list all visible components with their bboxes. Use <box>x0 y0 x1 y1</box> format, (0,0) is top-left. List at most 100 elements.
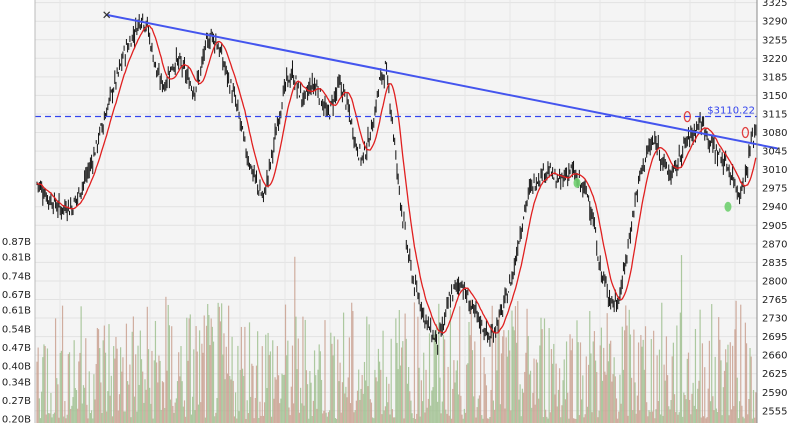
volume-bar <box>435 323 438 423</box>
volume-bar <box>420 380 422 423</box>
volume-bar <box>536 362 539 423</box>
volume-bar <box>37 347 39 423</box>
volume-bar <box>503 330 505 423</box>
volume-bar <box>52 414 54 423</box>
volume-bar <box>411 413 413 423</box>
volume-bar <box>352 311 354 423</box>
volume-bar <box>48 413 50 423</box>
volume-bar <box>228 305 230 423</box>
volume-bar <box>498 311 500 423</box>
volume-bar <box>289 415 291 423</box>
volume-bar <box>629 334 632 423</box>
volume-bar <box>355 400 357 423</box>
volume-bar <box>466 364 468 423</box>
volume-bar <box>642 339 644 423</box>
volume-bar <box>347 377 349 423</box>
volume-bar <box>608 343 611 423</box>
volume-bar <box>82 385 85 423</box>
volume-bar <box>101 412 103 423</box>
volume-bar <box>180 346 182 423</box>
volume-bar <box>568 418 570 423</box>
volume-bar <box>425 369 427 423</box>
volume-bar <box>569 334 571 423</box>
price-tick-label: 2555 <box>762 406 787 417</box>
volume-bar <box>189 314 191 423</box>
volume-bar <box>215 412 217 423</box>
sell-signal-marker <box>683 110 691 123</box>
volume-bar <box>71 405 73 423</box>
volume-bar <box>109 395 111 423</box>
volume-bar <box>473 396 475 423</box>
volume-bar <box>556 406 558 423</box>
volume-bar <box>65 418 67 423</box>
volume-bar <box>434 332 436 423</box>
volume-bar <box>582 375 584 423</box>
volume-bar <box>449 309 452 423</box>
volume-bar <box>445 409 447 423</box>
volume-bar <box>419 416 421 423</box>
volume-bar <box>664 380 666 423</box>
volume-bar <box>346 397 348 423</box>
volume-bar <box>60 350 62 423</box>
moving-average-path <box>36 25 757 334</box>
volume-bar <box>689 399 691 423</box>
volume-bar <box>438 303 440 423</box>
volume-bar <box>614 376 616 423</box>
volume-bar <box>555 363 557 423</box>
volume-bar <box>588 364 590 423</box>
volume-bar <box>273 398 275 423</box>
volume-bar <box>702 416 705 423</box>
volume-bar <box>426 407 428 423</box>
volume-bar <box>200 402 202 423</box>
volume-bar <box>72 397 74 423</box>
volume-bar <box>715 408 717 423</box>
volume-bar <box>188 318 190 423</box>
volume-bar <box>402 341 404 423</box>
volume-bar <box>475 417 477 423</box>
volume-bar <box>342 312 345 423</box>
volume-bar <box>677 414 679 423</box>
volume-bar <box>408 366 410 423</box>
volume-bar <box>583 417 585 423</box>
volume-bar <box>311 416 313 423</box>
volume-bar <box>535 359 537 423</box>
volume-bar <box>562 380 564 423</box>
volume-bar <box>552 363 554 423</box>
volume-bar <box>64 401 66 423</box>
volume-bar <box>403 418 405 423</box>
volume-bar <box>599 345 601 423</box>
volume-bar <box>132 316 134 423</box>
price-tick-label: 3010 <box>762 165 787 176</box>
volume-bar <box>169 399 172 423</box>
volume-bar <box>632 410 634 423</box>
volume-bar <box>557 389 560 423</box>
volume-bar <box>61 305 64 423</box>
volume-bar <box>558 368 561 423</box>
volume-bar <box>704 367 706 423</box>
volume-bar <box>646 402 648 423</box>
volume-bar <box>661 302 663 423</box>
volume-bar <box>491 305 493 423</box>
volume-bar <box>553 343 555 423</box>
buy-signal-marker <box>724 201 732 212</box>
volume-bar <box>633 329 635 423</box>
volume-bar <box>366 316 368 423</box>
volume-bar <box>414 418 417 423</box>
volume-bar <box>653 330 655 423</box>
volume-bar <box>202 352 204 423</box>
volume-bar <box>331 343 333 423</box>
volume-bar <box>255 365 258 423</box>
volume-bar <box>748 399 750 423</box>
volume-bar <box>361 374 363 423</box>
volume-bar <box>226 373 229 423</box>
volume-tick-label: 0.74B <box>2 271 31 282</box>
volume-bar <box>469 335 471 423</box>
volume-bar <box>742 416 744 423</box>
volume-bar <box>117 410 119 423</box>
volume-bar <box>693 405 695 423</box>
volume-bar <box>324 320 326 423</box>
volume-bar <box>126 381 129 423</box>
volume-bar <box>500 353 503 423</box>
price-tick-label: 3220 <box>762 54 787 65</box>
volume-bar <box>421 401 424 423</box>
